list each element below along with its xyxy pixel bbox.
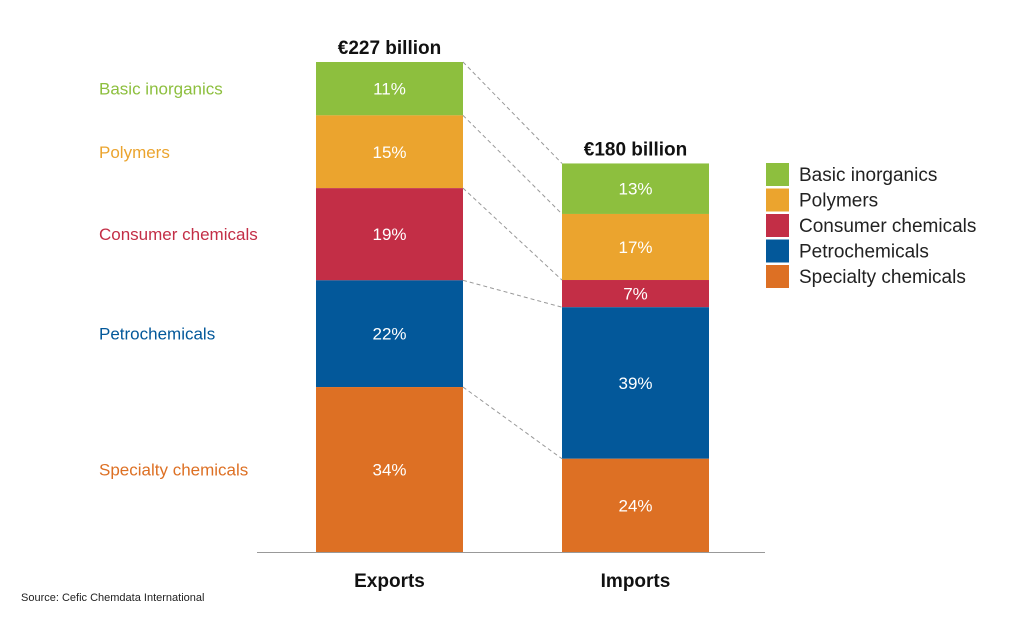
bar-segment-imports [562,458,709,552]
total-label: €180 billion [584,139,687,160]
bar-segment-exports [316,62,463,116]
data-label: 17% [618,238,652,257]
legend-label: Specialty chemicals [799,267,966,288]
total-label: €227 billion [338,38,441,59]
bar-segment-exports [316,280,463,388]
data-label: 15% [372,143,406,162]
source-note: Source: Cefic Chemdata International [21,592,205,604]
data-label: 13% [618,180,652,199]
connector-line [462,187,563,281]
legend-label: Petrochemicals [799,242,929,263]
data-label: 22% [372,325,406,344]
category-label: Exports [354,571,425,592]
legend-label: Basic inorganics [799,165,937,186]
legend-swatch [766,163,789,186]
data-label: 24% [618,496,652,515]
connector-line [462,386,563,460]
data-label: 11% [373,80,406,99]
legend-swatch [766,265,789,288]
data-label: 34% [372,461,406,480]
connector-line [462,115,563,215]
bar-segment-imports [562,163,709,214]
legend-label: Consumer chemicals [799,216,976,237]
data-label: 19% [372,225,406,244]
category-label: Imports [601,571,671,592]
series-label: Consumer chemicals [99,225,258,244]
connector-line [462,279,563,308]
series-label: Specialty chemicals [99,461,248,480]
data-label: 39% [618,374,652,393]
bar-segment-exports [316,115,463,189]
bar-segment-imports [562,307,709,459]
bar-segment-exports [316,188,463,281]
legend-label: Polymers [799,191,878,212]
data-label: 7% [623,285,648,304]
series-label: Basic inorganics [99,80,223,99]
series-label: Polymers [99,143,170,162]
bar-segment-imports [562,213,709,281]
legend-swatch [766,214,789,237]
bar-segment-imports [562,280,709,308]
bar-segment-exports [316,387,463,552]
legend-swatch [766,188,789,212]
connector-line [462,61,563,164]
legend-swatch [766,239,789,263]
series-label: Petrochemicals [99,325,215,344]
